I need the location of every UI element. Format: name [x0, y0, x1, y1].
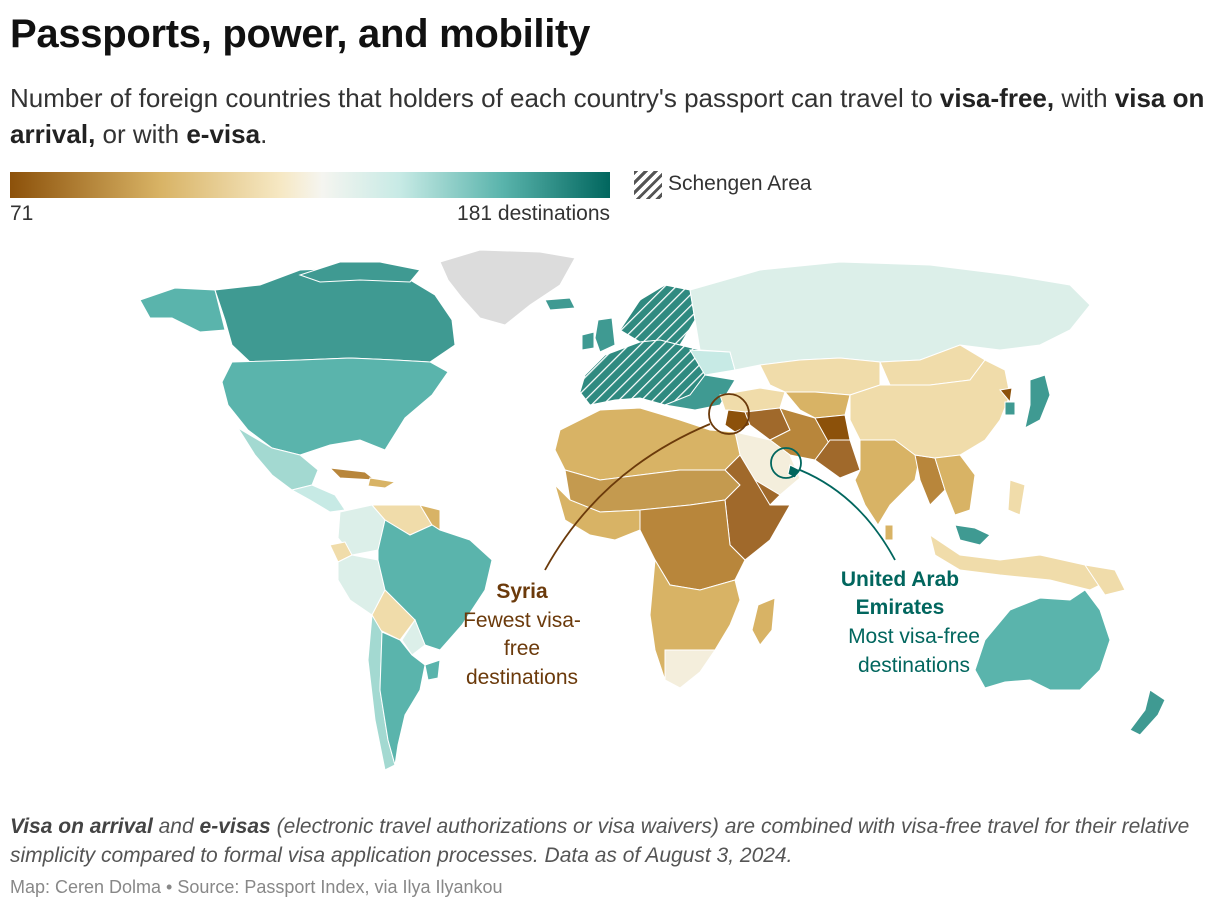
- uae: [787, 464, 801, 479]
- uae-desc-line2: destinations: [858, 654, 970, 677]
- kazakhstan: [759, 357, 881, 396]
- east-africa: [724, 454, 791, 561]
- syria-desc-line2: free: [504, 637, 540, 660]
- new-zealand: [1129, 689, 1166, 736]
- russia: [689, 261, 1091, 371]
- australia: [974, 589, 1111, 691]
- cuba: [328, 467, 377, 481]
- syria-connector-line: [544, 423, 711, 571]
- usa: [221, 357, 449, 456]
- syria-desc-line1: Fewest visa-: [463, 609, 581, 632]
- papua: [1083, 564, 1126, 596]
- north-africa: [554, 407, 741, 481]
- syria-label: Syria: [496, 580, 548, 603]
- uk: [594, 317, 616, 353]
- alaska: [139, 287, 226, 333]
- china: [849, 359, 1011, 459]
- uruguay: [424, 659, 441, 681]
- uae-desc-line1: Most visa-free: [848, 625, 980, 648]
- footnote: Visa on arrival and e-visas (electronic …: [10, 815, 1190, 867]
- chart-subtitle: Number of foreign countries that holders…: [10, 83, 1205, 149]
- legend-max-label: 181 destinations: [457, 202, 610, 225]
- hispaniola: [367, 477, 397, 489]
- schengen-hatch-swatch: [634, 171, 662, 199]
- north-korea: [999, 387, 1013, 404]
- madagascar: [751, 597, 776, 646]
- south-korea: [1004, 401, 1016, 416]
- uae-label-line2: Emirates: [856, 596, 945, 619]
- color-legend-bar: [10, 172, 610, 198]
- ireland: [581, 331, 595, 351]
- syria-highlight-circle: [708, 393, 750, 435]
- uae-highlight-circle: [770, 447, 802, 479]
- india: [854, 439, 921, 526]
- canada-islands: [298, 261, 421, 283]
- balkans: [663, 374, 736, 411]
- iceland: [544, 297, 576, 311]
- scandinavia: [619, 284, 696, 346]
- sri-lanka: [884, 524, 894, 541]
- world-map: Syria Fewest visa- free destinations Uni…: [139, 249, 1166, 771]
- source-credit: Map: Ceren Dolma • Source: Passport Inde…: [10, 877, 503, 897]
- pakistan: [814, 439, 861, 479]
- central-america: [290, 484, 346, 513]
- schengen-legend-label: Schengen Area: [668, 172, 812, 195]
- japan: [1024, 374, 1051, 429]
- uae-connector-line: [799, 469, 896, 561]
- legend-min-label: 71: [10, 202, 34, 225]
- malaysia: [954, 524, 991, 546]
- indochina: [934, 454, 976, 516]
- argentina: [379, 631, 426, 766]
- chart-title: Passports, power, and mobility: [10, 12, 591, 56]
- philippines: [1007, 479, 1026, 516]
- south-africa: [664, 649, 716, 689]
- greenland: [439, 249, 576, 326]
- uae-label-line1: United Arab: [841, 568, 959, 591]
- canada: [214, 267, 456, 363]
- syria-desc-line3: destinations: [466, 666, 578, 689]
